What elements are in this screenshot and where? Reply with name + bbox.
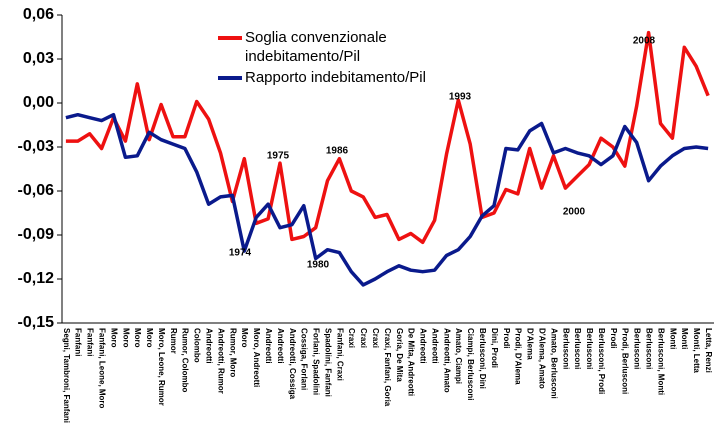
y-tick-label: 0,03 [23, 50, 54, 67]
x-tick-label: Berlusconi [644, 328, 653, 369]
legend-label: Rapporto indebitamento/Pil [245, 69, 426, 86]
x-tick-label: Letta, Renzi [704, 328, 713, 373]
x-tick-label: Monti, Letta [692, 328, 701, 373]
x-tick-label: Berlusconi, Dini [478, 328, 487, 389]
x-tick-label: Andreotti [205, 328, 214, 364]
x-tick-label: Berlusconi [573, 328, 582, 369]
x-tick-label: Colombo [193, 328, 202, 363]
x-tick-label: Andreotti, Rumor [216, 328, 225, 394]
y-tick-label: -0,06 [18, 182, 55, 199]
x-tick-label: Berlusconi, Prodi [597, 328, 606, 394]
legend-swatch [218, 76, 242, 80]
x-tick-label: Rumor, Colombo [181, 328, 190, 393]
y-tick-label: 0,06 [23, 6, 54, 23]
x-tick-label: Moro [133, 328, 142, 348]
y-tick-label: -0,15 [18, 314, 55, 331]
x-tick-label: Fanfani, Craxi [335, 328, 344, 381]
x-tick-label: Fanfani, Leone, Moro [98, 328, 107, 409]
annotation: 2000 [563, 207, 586, 218]
x-tick-label: Monti [680, 328, 689, 349]
x-tick-label: Andreotti [264, 328, 273, 364]
x-tick-label: Rumor [169, 328, 178, 354]
x-tick-label: Berlusconi, Monti [656, 328, 665, 395]
x-tick-label: De Mita, Andreotti [407, 328, 416, 396]
x-tick-label: Craxi [371, 328, 380, 348]
x-tick-label: Craxi [347, 328, 356, 348]
x-tick-label: Berlusconi [633, 328, 642, 369]
x-tick-label: Andreotti [276, 328, 285, 364]
x-tick-label: Ciampi, Berlusconi [466, 328, 475, 400]
x-tick-label: Prodi [502, 328, 511, 348]
y-tick-label: -0,03 [18, 138, 55, 155]
y-tick-label: -0,12 [18, 270, 55, 287]
annotation: 1975 [267, 151, 290, 162]
annotation: 1980 [307, 260, 330, 271]
x-tick-label: Fanfani [86, 328, 95, 356]
x-tick-label: Andreotti [430, 328, 439, 364]
series-line [65, 112, 709, 287]
x-tick-label: Prodi, D'Alema [514, 328, 523, 385]
x-tick-label: D'Alema [526, 328, 535, 360]
y-tick-label: -0,09 [18, 226, 55, 243]
x-tick-label: Moro [121, 328, 130, 348]
x-tick-label: Prodi [609, 328, 618, 348]
x-tick-label: Moro, Leone, Rumor [157, 328, 166, 406]
x-tick-label: Craxi [359, 328, 368, 348]
x-tick-label: Monti [668, 328, 677, 349]
x-tick-label: Goria, De Mita [395, 328, 404, 382]
x-tick-label: Moro, Andreotti [252, 328, 261, 387]
x-tick-label: Moro [240, 328, 249, 348]
x-tick-label: Berlusconi [585, 328, 594, 369]
y-tick-label: 0,00 [23, 94, 54, 111]
x-tick-label: Berlusconi [561, 328, 570, 369]
x-tick-label: Andreotti, Cossiga [288, 328, 297, 400]
annotation: 1993 [449, 92, 472, 103]
x-tick-label: Segni, Tambroni, Fanfani [62, 328, 71, 423]
x-tick-label: Spadolini, Fanfani [323, 328, 332, 397]
x-tick-label: D'Alema, Amato [537, 328, 546, 389]
x-tick-label: Amato, Berlusconi [549, 328, 558, 399]
annotation: 2008 [633, 36, 656, 47]
series-line [65, 30, 710, 245]
x-tick-label: Moro [109, 328, 118, 348]
x-tick-label: Dini, Prodi [490, 328, 499, 368]
legend-label: Soglia convenzionale indebitamento/Pil [245, 29, 387, 65]
x-tick-label: Forlani, Spadolini [312, 328, 321, 395]
x-tick-label: Prodi, Berlusconi [621, 328, 630, 394]
x-tick-label: Andreotti, Amato [442, 328, 451, 393]
x-tick-label: Rumor, Moro [228, 328, 237, 377]
x-tick-label: Fanfani [74, 328, 83, 356]
x-tick-label: Andreotti [419, 328, 428, 364]
annotation: 1986 [326, 146, 349, 157]
x-tick-label: Craxi, Fanfani, Goria [383, 328, 392, 407]
x-tick-label: Moro [145, 328, 154, 348]
legend-swatch [218, 36, 242, 40]
annotation: 1974 [229, 248, 252, 259]
x-tick-label: Cossiga, Forlani [300, 328, 309, 390]
x-tick-label: Amato, Ciampi [454, 328, 463, 384]
